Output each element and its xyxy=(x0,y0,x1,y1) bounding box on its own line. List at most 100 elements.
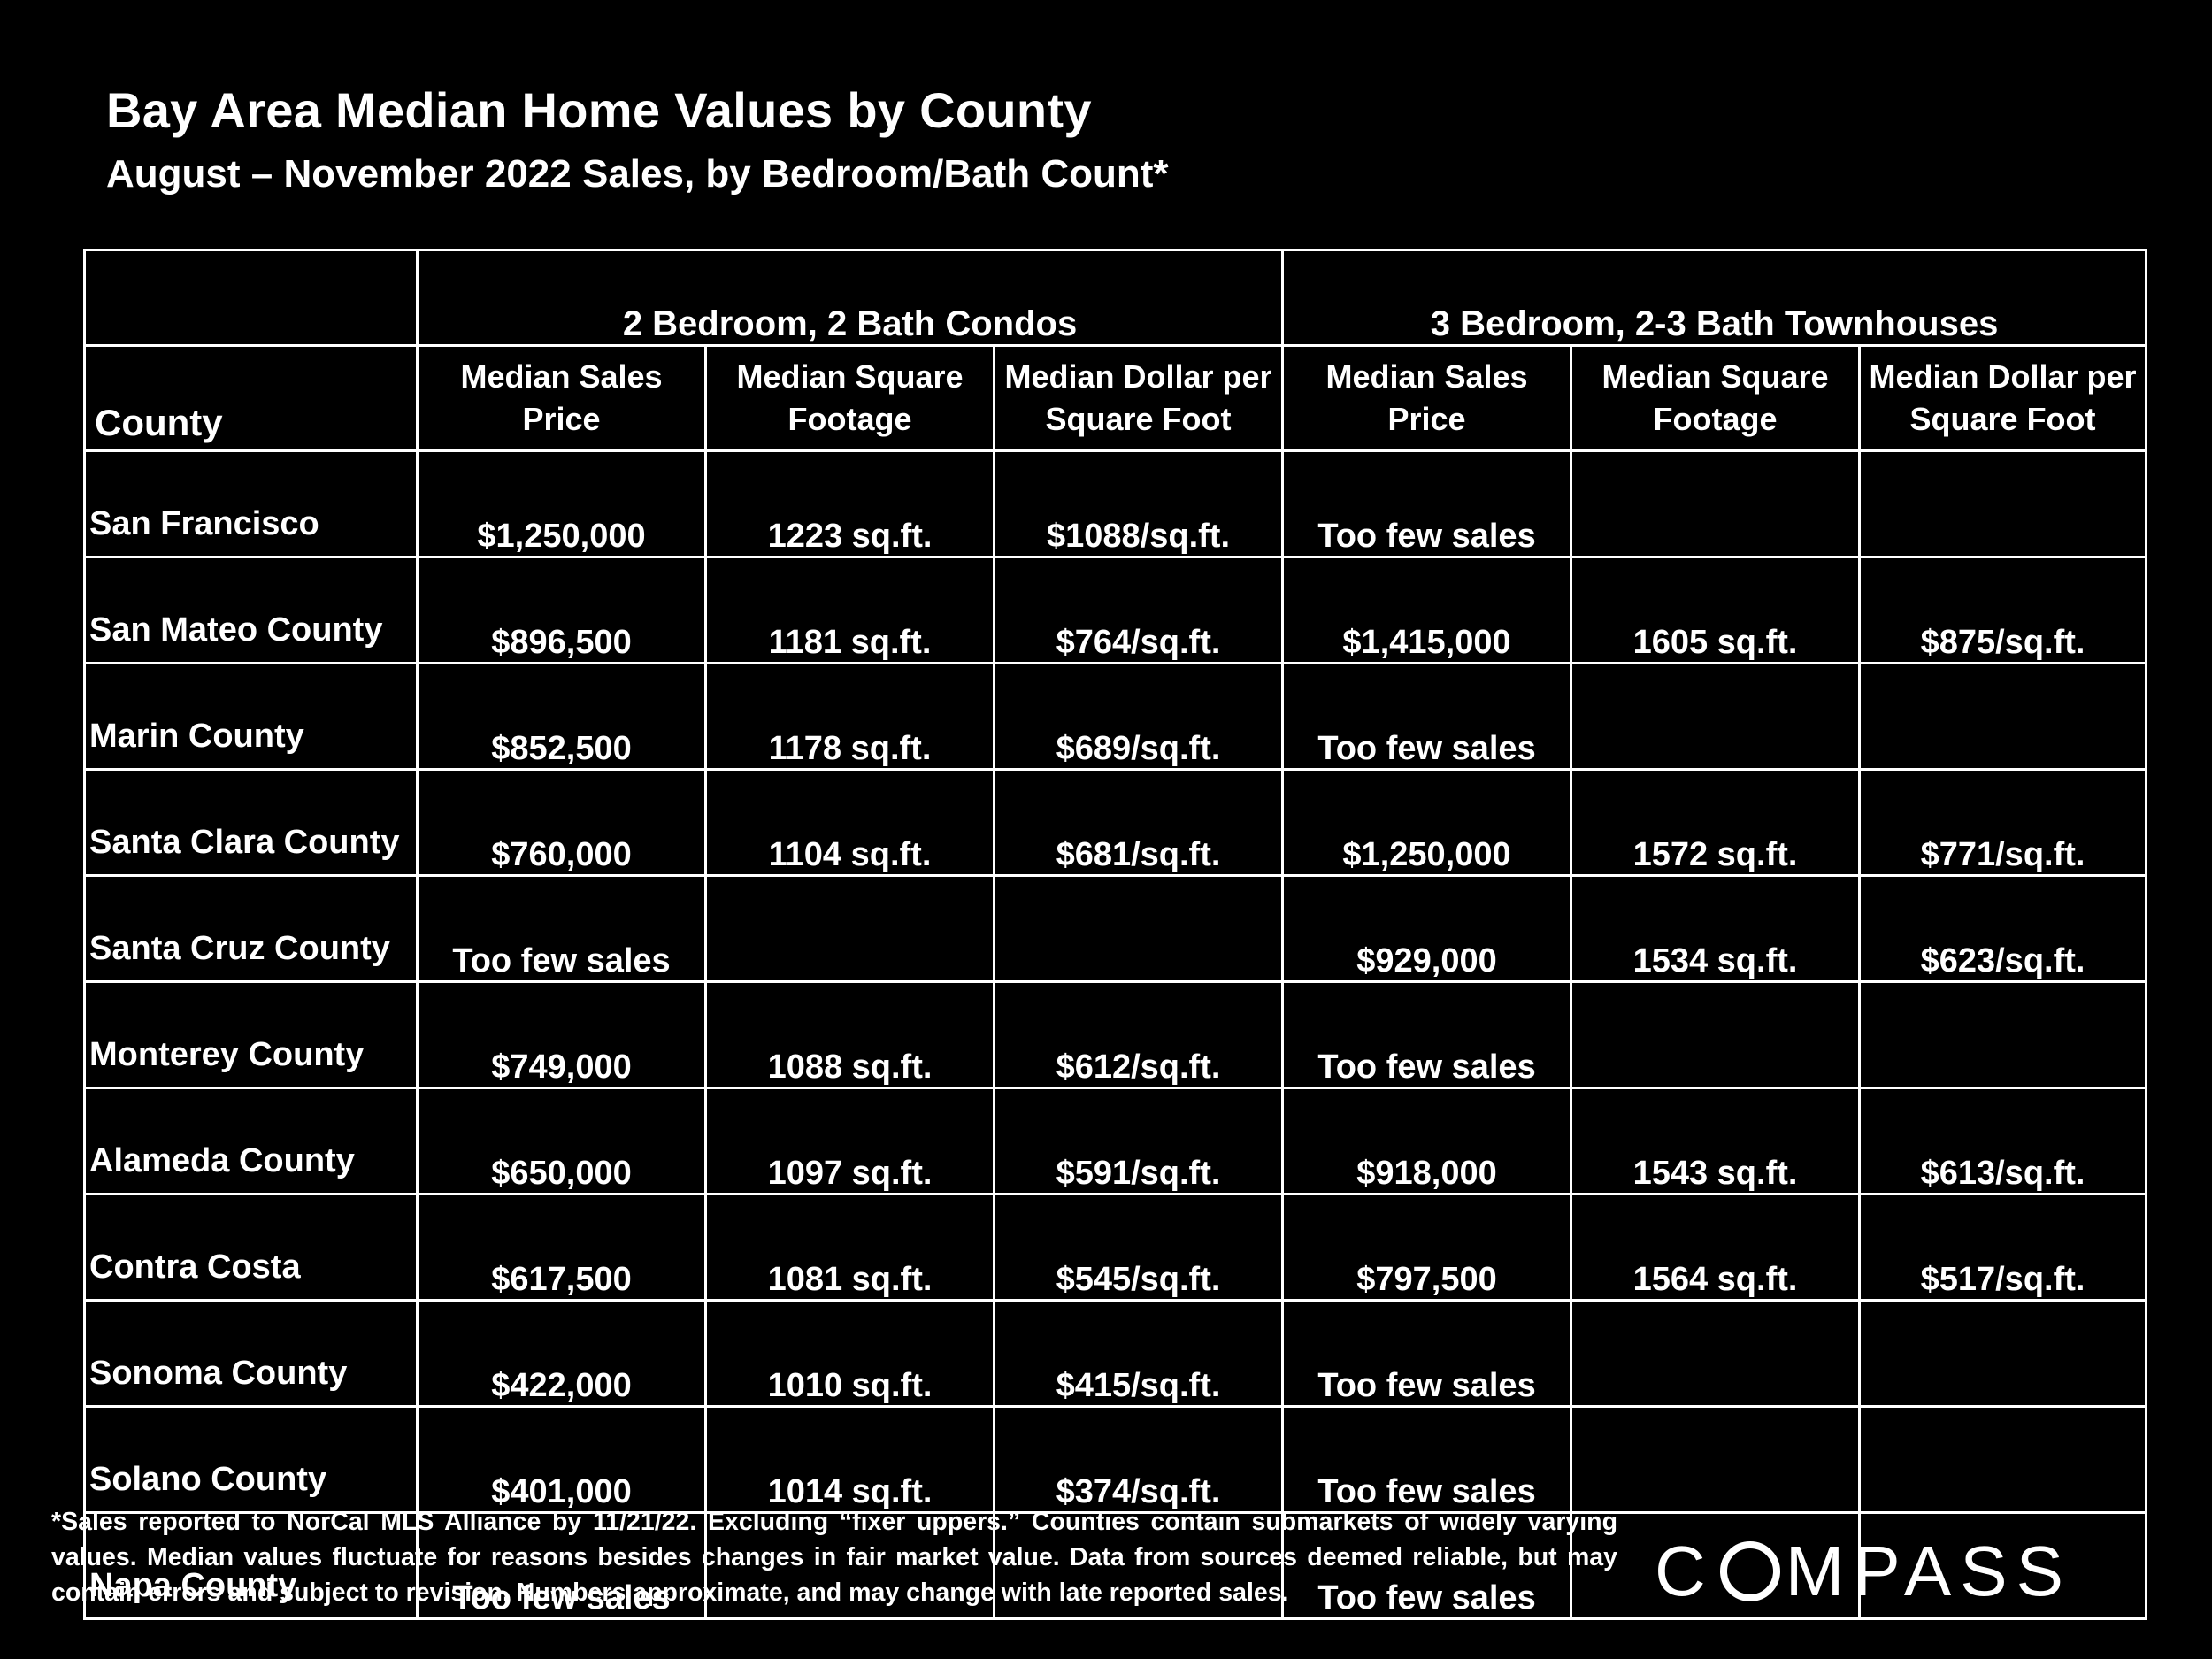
cell-condo-dollar-sqft: $764/sq.ft. xyxy=(992,556,1285,664)
cell-condo-price: $1,250,000 xyxy=(416,449,707,558)
group-header-condos: 2 Bedroom, 2 Bath Condos xyxy=(415,249,1285,347)
home-values-table: 2 Bedroom, 2 Bath Condos 3 Bedroom, 2-3 … xyxy=(83,249,2148,1620)
logo-text-end: MPASS xyxy=(1785,1532,2072,1610)
group-header-townhouses: 3 Bedroom, 2-3 Bath Townhouses xyxy=(1281,249,2148,347)
cell-condo-sqft: 1181 sq.ft. xyxy=(704,556,995,664)
logo-text-start: C xyxy=(1655,1532,1715,1610)
cell-condo-price: $896,500 xyxy=(416,556,707,664)
compass-logo: C MPASS xyxy=(1655,1531,2072,1612)
cell-townhouse-price: $918,000 xyxy=(1281,1087,1573,1195)
table-row: Napa County Too few sales Too few sales xyxy=(83,1511,2148,1620)
cell-condo-sqft: 1088 sq.ft. xyxy=(704,980,995,1089)
cell-townhouse-sqft xyxy=(1570,1405,1862,1514)
page-subtitle: August – November 2022 Sales, by Bedroom… xyxy=(106,152,1169,196)
cell-townhouse-sqft xyxy=(1570,980,1862,1089)
cell-condo-sqft: 1081 sq.ft. xyxy=(704,1193,995,1302)
cell-county: San Francisco xyxy=(83,449,419,558)
cell-condo-dollar-sqft xyxy=(992,874,1285,983)
cell-townhouse-dollar-sqft xyxy=(1858,449,2148,558)
cell-townhouse-dollar-sqft xyxy=(1858,980,2148,1089)
footnote: *Sales reported to NorCal MLS Alliance b… xyxy=(51,1508,1617,1607)
cell-county: Santa Clara County xyxy=(83,768,419,877)
cell-condo-sqft xyxy=(704,1511,995,1620)
cell-condo-price: $749,000 xyxy=(416,980,707,1089)
group-header-row: 2 Bedroom, 2 Bath Condos 3 Bedroom, 2-3 … xyxy=(83,249,2148,347)
cell-townhouse-price: Too few sales xyxy=(1281,980,1573,1089)
column-header-condo-price: Median Sales Price xyxy=(416,344,707,452)
cell-townhouse-dollar-sqft xyxy=(1858,1299,2148,1408)
column-header-condo-dollar-sqft: Median Dollar per Square Foot xyxy=(992,344,1285,452)
table-row: Sonoma County $422,000 1010 sq.ft. $415/sq.… xyxy=(83,1299,2148,1408)
cell-county: Contra Costa xyxy=(83,1193,419,1302)
table-row: Monterey County $749,000 1088 sq.ft. $612/s… xyxy=(83,980,2148,1089)
cell-townhouse-dollar-sqft xyxy=(1858,1405,2148,1514)
cell-condo-dollar-sqft xyxy=(992,1511,1285,1620)
cell-townhouse-sqft xyxy=(1570,449,1862,558)
cell-townhouse-sqft xyxy=(1570,662,1862,771)
logo-ring-icon xyxy=(1719,1541,1780,1601)
cell-townhouse-price: Too few sales xyxy=(1281,1511,1573,1620)
cell-county: Solano County xyxy=(83,1405,419,1514)
cell-condo-sqft: 1014 sq.ft. xyxy=(704,1405,995,1514)
cell-condo-price: $760,000 xyxy=(416,768,707,877)
cell-condo-sqft: 1223 sq.ft. xyxy=(704,449,995,558)
cell-condo-dollar-sqft: $681/sq.ft. xyxy=(992,768,1285,877)
cell-condo-sqft xyxy=(704,874,995,983)
cell-townhouse-price: Too few sales xyxy=(1281,449,1573,558)
cell-townhouse-sqft: 1564 sq.ft. xyxy=(1570,1193,1862,1302)
cell-county: Sonoma County xyxy=(83,1299,419,1408)
cell-condo-price: $650,000 xyxy=(416,1087,707,1195)
cell-condo-dollar-sqft: $689/sq.ft. xyxy=(992,662,1285,771)
cell-townhouse-price: Too few sales xyxy=(1281,1405,1573,1514)
cell-condo-dollar-sqft: $591/sq.ft. xyxy=(992,1087,1285,1195)
cell-condo-dollar-sqft: $374/sq.ft. xyxy=(992,1405,1285,1514)
cell-condo-sqft: 1010 sq.ft. xyxy=(704,1299,995,1408)
page-title: Bay Area Median Home Values by County xyxy=(106,82,1092,138)
cell-condo-sqft: 1104 sq.ft. xyxy=(704,768,995,877)
column-header-county: County xyxy=(83,344,419,452)
cell-condo-dollar-sqft: $545/sq.ft. xyxy=(992,1193,1285,1302)
cell-townhouse-price: $929,000 xyxy=(1281,874,1573,983)
column-header-row: County Median Sales Price Median Square … xyxy=(83,344,2148,452)
cell-county: Napa County xyxy=(83,1511,419,1620)
column-header-condo-sqft: Median Square Footage xyxy=(704,344,995,452)
cell-condo-price: Too few sales xyxy=(416,1511,707,1620)
cell-townhouse-price: $1,415,000 xyxy=(1281,556,1573,664)
cell-townhouse-dollar-sqft xyxy=(1858,1511,2148,1620)
table-row: Santa Cruz County Too few sales $929,000 15… xyxy=(83,874,2148,983)
cell-townhouse-sqft xyxy=(1570,1511,1862,1620)
cell-county: Alameda County xyxy=(83,1087,419,1195)
cell-condo-price: Too few sales xyxy=(416,874,707,983)
table-row: Alameda County $650,000 1097 sq.ft. $591/sq… xyxy=(83,1087,2148,1195)
cell-townhouse-price: $797,500 xyxy=(1281,1193,1573,1302)
table-row: Santa Clara County $760,000 1104 sq.ft. $68… xyxy=(83,768,2148,877)
cell-county: Monterey County xyxy=(83,980,419,1089)
cell-townhouse-price: $1,250,000 xyxy=(1281,768,1573,877)
cell-condo-sqft: 1097 sq.ft. xyxy=(704,1087,995,1195)
cell-townhouse-dollar-sqft: $623/sq.ft. xyxy=(1858,874,2148,983)
column-header-townhouse-dollar-sqft: Median Dollar per Square Foot xyxy=(1858,344,2148,452)
cell-condo-sqft: 1178 sq.ft. xyxy=(704,662,995,771)
cell-townhouse-dollar-sqft: $771/sq.ft. xyxy=(1858,768,2148,877)
table-row: San Mateo County $896,500 1181 sq.ft. $764/… xyxy=(83,556,2148,664)
cell-townhouse-sqft: 1543 sq.ft. xyxy=(1570,1087,1862,1195)
cell-townhouse-sqft: 1605 sq.ft. xyxy=(1570,556,1862,664)
cell-townhouse-price: Too few sales xyxy=(1281,662,1573,771)
cell-townhouse-price: Too few sales xyxy=(1281,1299,1573,1408)
cell-townhouse-sqft: 1572 sq.ft. xyxy=(1570,768,1862,877)
cell-townhouse-dollar-sqft: $517/sq.ft. xyxy=(1858,1193,2148,1302)
table-row: Marin County $852,500 1178 sq.ft. $689/sq.f… xyxy=(83,662,2148,771)
cell-county: Santa Cruz County xyxy=(83,874,419,983)
cell-condo-dollar-sqft: $1088/sq.ft. xyxy=(992,449,1285,558)
cell-townhouse-sqft xyxy=(1570,1299,1862,1408)
table-row: Solano County $401,000 1014 sq.ft. $374/sq.… xyxy=(83,1405,2148,1514)
table-body: San Francisco $1,250,000 1223 sq.ft. $1088/… xyxy=(83,449,2148,1620)
cell-county: San Mateo County xyxy=(83,556,419,664)
cell-townhouse-dollar-sqft: $875/sq.ft. xyxy=(1858,556,2148,664)
table-row: Contra Costa $617,500 1081 sq.ft. $545/sq.f… xyxy=(83,1193,2148,1302)
table-row: San Francisco $1,250,000 1223 sq.ft. $1088/… xyxy=(83,449,2148,558)
column-header-townhouse-price: Median Sales Price xyxy=(1281,344,1573,452)
cell-condo-price: $401,000 xyxy=(416,1405,707,1514)
cell-condo-price: $852,500 xyxy=(416,662,707,771)
cell-townhouse-dollar-sqft xyxy=(1858,662,2148,771)
